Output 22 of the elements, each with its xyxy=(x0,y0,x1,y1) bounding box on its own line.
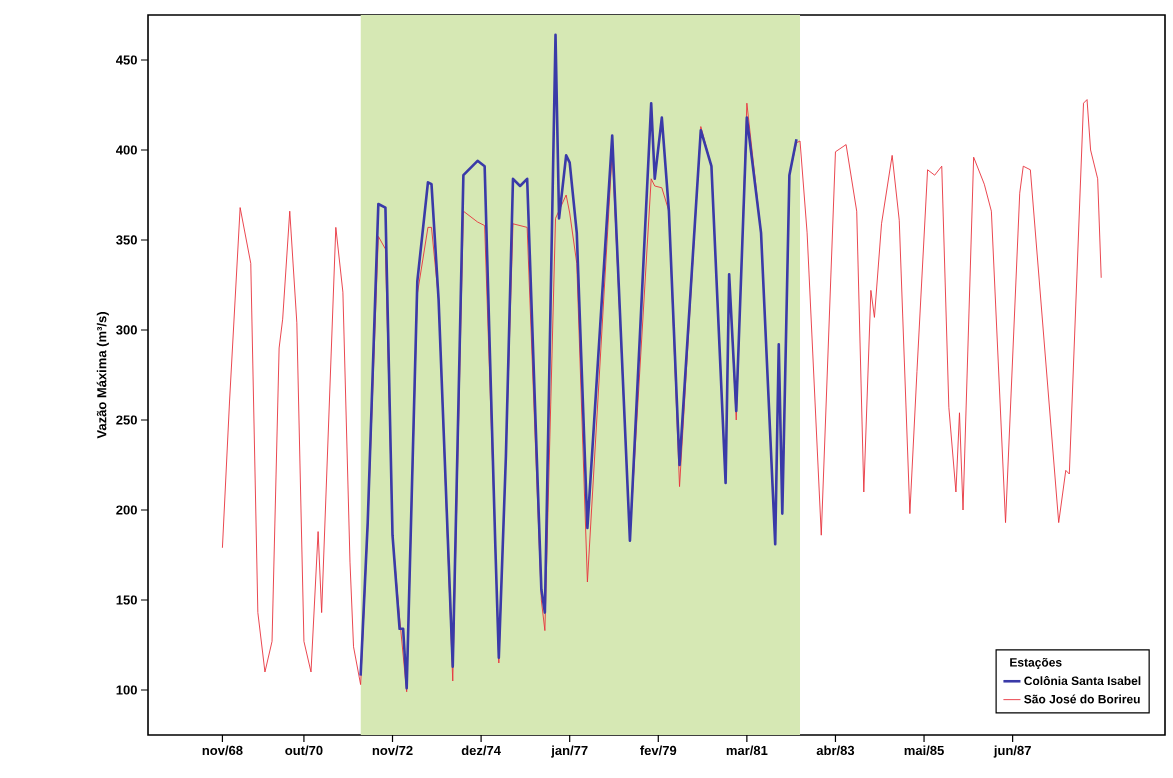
y-tick-label: 250 xyxy=(116,415,137,425)
legend-title: Estações xyxy=(1010,657,1062,670)
y-axis-title: Vazão Máxima (m³/s) xyxy=(96,312,109,439)
legend-label: Colônia Santa Isabel xyxy=(1024,676,1141,686)
x-tick-label: jan/77 xyxy=(551,745,588,758)
x-tick-label: mai/85 xyxy=(904,745,944,756)
x-tick-label: mar/81 xyxy=(726,745,768,756)
y-tick-label: 400 xyxy=(115,145,137,155)
y-tick-label: 150 xyxy=(116,595,137,605)
legend-label: São José do Borireu xyxy=(1024,694,1140,704)
x-tick-label: nov/68 xyxy=(202,745,243,756)
x-tick-label: jun/87 xyxy=(993,745,1031,758)
y-tick-label: 350 xyxy=(116,235,137,245)
x-tick-label: dez/74 xyxy=(461,745,501,756)
x-tick-label: fev/79 xyxy=(640,745,677,756)
y-tick-label: 200 xyxy=(116,505,137,515)
y-tick-label: 100 xyxy=(116,685,137,695)
x-tick-label: out/70 xyxy=(285,745,323,756)
x-tick-label: abr/83 xyxy=(816,745,855,756)
y-tick-label: 300 xyxy=(116,325,137,335)
y-tick-label: 450 xyxy=(115,55,137,65)
x-tick-label: nov/72 xyxy=(372,745,413,756)
